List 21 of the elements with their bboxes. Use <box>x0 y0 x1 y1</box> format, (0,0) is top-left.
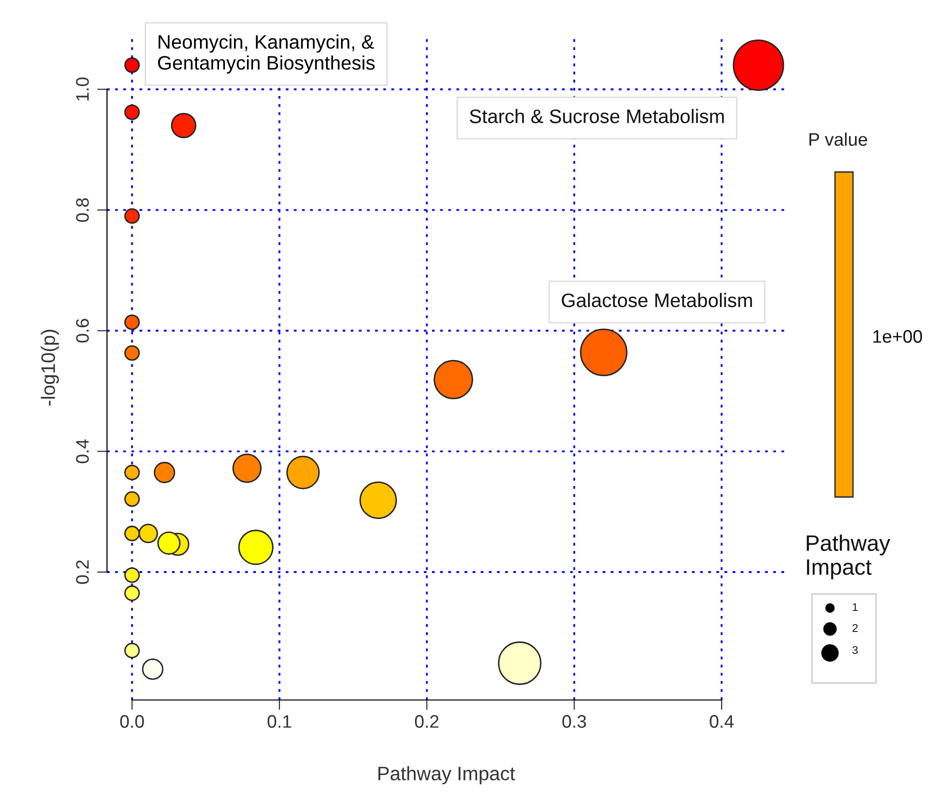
y-axis-title: -log10(p) <box>40 330 59 406</box>
color-bar-title: P value <box>809 132 868 146</box>
y-tick-label: 1.0 <box>76 77 89 100</box>
text: 2 <box>852 624 858 632</box>
text: 3 <box>852 646 858 654</box>
y-tick-label: 0.6 <box>76 318 89 343</box>
y-tick-label: 0.8 <box>76 198 89 222</box>
y-tick-label: 0.2 <box>76 560 89 584</box>
x-tick-label: 0.0 <box>120 715 144 728</box>
text: 1e+00 <box>873 330 922 343</box>
annotation: Galactose Metabolism <box>562 292 752 308</box>
text: 1 <box>852 603 858 611</box>
x-tick-label: 0.4 <box>710 715 734 728</box>
text: Pathway Impact <box>806 534 890 580</box>
x-axis-title: Pathway Impact <box>378 766 516 784</box>
annotation: Neomycin, Kanamycin, & Gentamycin Biosynthesis <box>158 34 375 74</box>
y-tick-label: 0.4 <box>76 439 89 464</box>
x-tick-label: 0.3 <box>562 715 586 728</box>
annotation: Starch & Sucrose Metabolism <box>470 108 724 124</box>
x-tick-label: 0.2 <box>414 715 438 728</box>
x-tick-label: 0.1 <box>268 715 292 728</box>
